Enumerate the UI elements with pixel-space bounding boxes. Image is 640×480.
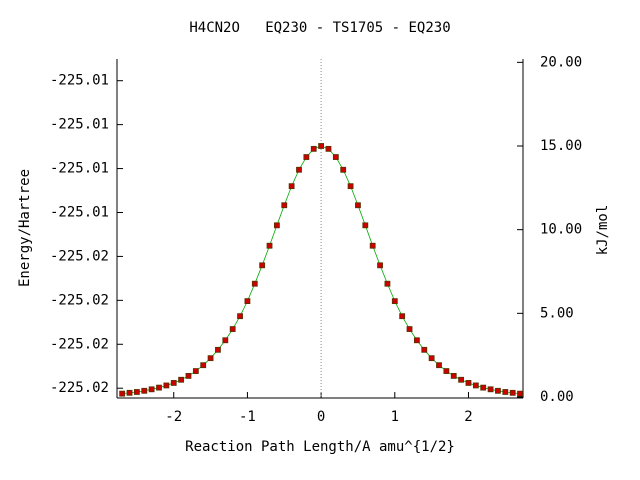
data-point — [163, 382, 170, 389]
data-point — [450, 373, 457, 379]
data-point — [185, 373, 192, 379]
data-point — [259, 262, 266, 269]
y2-axis-label: kJ/mol — [595, 205, 611, 256]
data-point — [421, 346, 428, 353]
data-point — [126, 389, 133, 396]
data-point — [156, 384, 162, 391]
y-tick-label: -225.02 — [50, 292, 109, 308]
y-tick-label: -225.01 — [50, 161, 109, 177]
data-point — [362, 222, 369, 229]
data-point — [192, 368, 199, 374]
data-point — [495, 387, 501, 394]
data-point — [170, 380, 177, 386]
data-point — [119, 390, 126, 397]
y-tick-label: -225.01 — [50, 204, 109, 220]
data-point — [288, 183, 295, 190]
x-axis-label: Reaction Path Length/A amu^{1/2} — [185, 439, 455, 455]
data-point — [296, 166, 302, 173]
data-point — [318, 143, 325, 149]
y-axis-label: Energy/Hartree — [17, 169, 33, 287]
data-point — [436, 362, 442, 369]
data-point — [517, 390, 523, 397]
y2-tick-label: 15.00 — [540, 138, 582, 154]
data-point — [355, 202, 361, 209]
data-point — [229, 326, 236, 332]
data-point — [251, 280, 258, 287]
data-point — [428, 355, 435, 362]
data-point — [325, 145, 332, 152]
data-point — [502, 389, 509, 395]
data-point — [377, 262, 383, 269]
y2-tick-label: 10.00 — [540, 222, 582, 238]
data-point — [244, 298, 251, 305]
chart-title: H4CN2O EQ230 - TS1705 - EQ230 — [189, 20, 450, 36]
data-point — [347, 183, 354, 190]
y2-tick-label: 5.00 — [540, 305, 574, 321]
data-point — [399, 313, 406, 320]
data-point — [465, 380, 472, 386]
data-point — [303, 154, 310, 160]
x-tick-label: 1 — [391, 409, 399, 425]
data-point — [266, 242, 273, 249]
x-tick-label: -2 — [165, 409, 182, 425]
data-point — [443, 368, 450, 374]
data-point — [384, 280, 391, 287]
y2-tick-label: 20.00 — [540, 54, 582, 70]
x-tick-label: -1 — [239, 409, 256, 425]
y-tick-label: -225.02 — [50, 380, 109, 396]
data-point — [472, 382, 479, 389]
data-point — [222, 337, 229, 344]
data-point — [273, 222, 280, 229]
data-point — [281, 202, 288, 209]
y-tick-label: -225.02 — [50, 248, 109, 264]
data-point — [509, 389, 516, 396]
data-point — [406, 326, 413, 332]
data-point — [133, 389, 140, 395]
y2-tick-label: 0.00 — [540, 389, 574, 405]
data-point — [207, 355, 214, 362]
data-point — [141, 387, 148, 394]
data-point — [458, 376, 465, 383]
y-tick-label: -225.02 — [50, 336, 109, 352]
y-tick-label: -225.01 — [50, 73, 109, 89]
x-tick-label: 0 — [317, 409, 325, 425]
data-point — [148, 386, 155, 393]
data-point — [413, 337, 420, 344]
x-tick-label: 2 — [464, 409, 472, 425]
data-point — [369, 242, 376, 249]
data-point — [237, 313, 243, 320]
data-point — [391, 298, 398, 305]
data-point — [487, 386, 494, 393]
data-point — [340, 166, 347, 173]
data-point — [215, 346, 221, 353]
data-point — [200, 362, 207, 369]
data-point — [178, 376, 185, 383]
data-point — [310, 145, 317, 152]
data-point — [480, 384, 487, 391]
data-point — [332, 154, 339, 160]
y-tick-label: -225.01 — [50, 117, 109, 133]
